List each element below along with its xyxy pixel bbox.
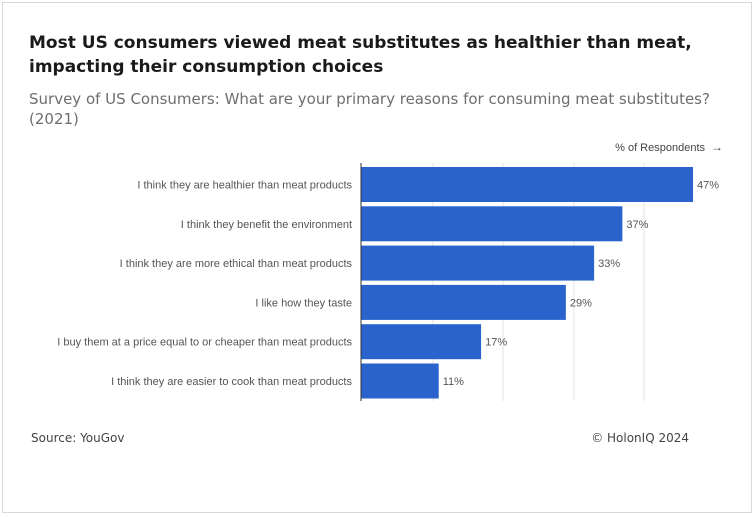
bar[interactable] xyxy=(361,206,623,242)
category-label: I think they are healthier than meat pro… xyxy=(137,180,352,192)
bars xyxy=(361,167,693,399)
bar[interactable] xyxy=(361,363,439,399)
chart-title: Most US consumers viewed meat substitute… xyxy=(29,33,692,77)
bar[interactable] xyxy=(361,324,482,360)
source-note: Source: YouGov xyxy=(31,431,125,445)
value-label: 29% xyxy=(570,297,592,309)
category-label: I think they are more ethical than meat … xyxy=(120,258,353,270)
unit-label-text: % of Respondents xyxy=(615,142,705,154)
unit-label: % of Respondents → xyxy=(615,140,723,154)
value-label: 33% xyxy=(598,258,620,270)
value-label: 47% xyxy=(697,180,719,192)
bar-chart: I think they are healthier than meat pro… xyxy=(57,163,720,401)
bar[interactable] xyxy=(361,245,595,281)
value-label: 11% xyxy=(443,376,464,388)
value-labels: 47% 37% 33% 29% 17% 11% xyxy=(443,180,720,389)
category-label: I buy them at a price equal to or cheape… xyxy=(57,337,352,349)
copyright: © HolonIQ 2024 xyxy=(591,431,689,445)
value-label: 37% xyxy=(626,219,648,231)
bar[interactable] xyxy=(361,284,566,320)
grid-lines xyxy=(432,163,645,401)
chart-subtitle: Survey of US Consumers: What are your pr… xyxy=(29,90,710,128)
arrow-right-icon: → xyxy=(711,140,723,154)
bar[interactable] xyxy=(361,167,693,202)
category-label: I like how they taste xyxy=(255,297,352,309)
category-label: I think they benefit the environment xyxy=(181,219,352,231)
value-label: 17% xyxy=(485,337,507,349)
category-labels: I think they are healthier than meat pro… xyxy=(57,180,352,389)
category-label: I think they are easier to cook than mea… xyxy=(111,376,352,388)
